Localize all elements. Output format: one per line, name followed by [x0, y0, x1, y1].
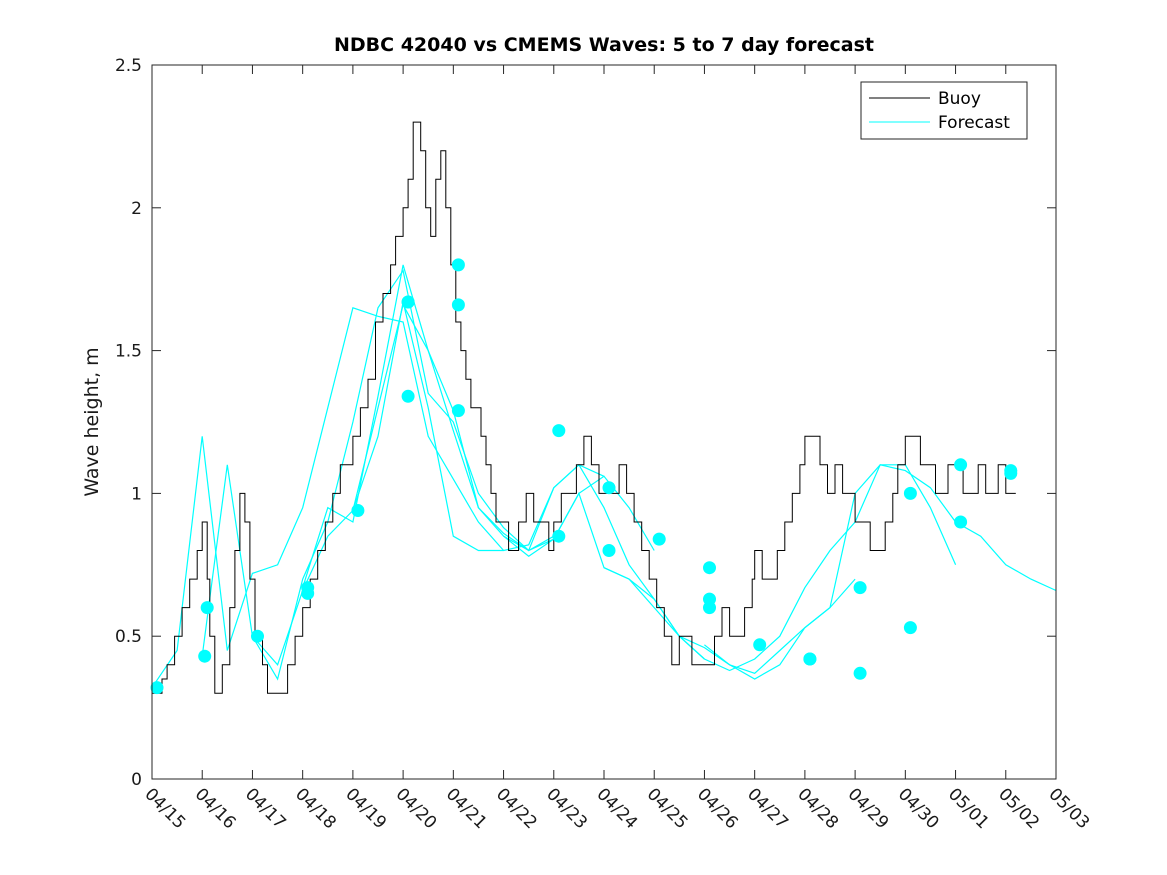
forecast-line-8 [704, 464, 1057, 680]
forecast-marker [652, 532, 666, 546]
forecast-line-4 [302, 264, 655, 588]
forecast-marker [954, 515, 968, 529]
legend: Buoy Forecast [860, 81, 1028, 140]
y-tick-label: 1 [131, 484, 142, 504]
forecast-marker [401, 295, 415, 309]
forecast-marker [401, 389, 415, 403]
forecast-marker [150, 681, 164, 695]
y-tick-label: 2 [131, 199, 142, 219]
plot-area [152, 65, 1056, 779]
forecast-marker [351, 504, 365, 517]
forecast-marker [198, 649, 212, 663]
y-axis-label: Wave height, m [81, 347, 103, 496]
forecast-line-2 [201, 269, 555, 681]
forecast-marker-group [150, 258, 1018, 695]
tick-group [151, 64, 1057, 780]
y-tick-label: 0.5 [115, 627, 142, 647]
forecast-marker [703, 601, 716, 615]
legend-label-buoy: Buoy [938, 89, 981, 109]
legend-box [860, 81, 1028, 140]
forecast-series-group [151, 264, 1057, 688]
legend-label-forecast: Forecast [938, 113, 1010, 133]
forecast-marker [451, 404, 465, 418]
forecast-marker [853, 666, 867, 680]
forecast-marker [552, 424, 566, 438]
forecast-marker [602, 544, 616, 557]
buoy-line [152, 121, 1016, 694]
forecast-marker [903, 621, 917, 635]
forecast-marker [552, 529, 566, 543]
forecast-marker [803, 652, 817, 666]
y-tick-label: 1.5 [115, 342, 142, 362]
forecast-marker [602, 481, 616, 495]
buoy-series-group [152, 121, 1016, 694]
forecast-marker [200, 601, 214, 615]
forecast-line-7 [603, 464, 957, 672]
forecast-marker [703, 561, 716, 575]
forecast-marker [954, 458, 968, 472]
forecast-marker [251, 629, 264, 643]
chart-title: NDBC 42040 vs CMEMS Waves: 5 to 7 day fo… [334, 34, 874, 56]
forecast-marker [903, 486, 917, 500]
y-tick-label: 2.5 [115, 56, 142, 76]
forecast-marker [1004, 466, 1018, 480]
forecast-line-5 [352, 301, 705, 660]
forecast-marker [451, 258, 465, 272]
forecast-marker [853, 581, 867, 595]
forecast-marker [451, 298, 465, 312]
forecast-marker [753, 638, 767, 652]
forecast-marker [301, 581, 315, 595]
forecast-line-1 [151, 307, 505, 688]
y-tick-label: 0 [131, 770, 142, 790]
